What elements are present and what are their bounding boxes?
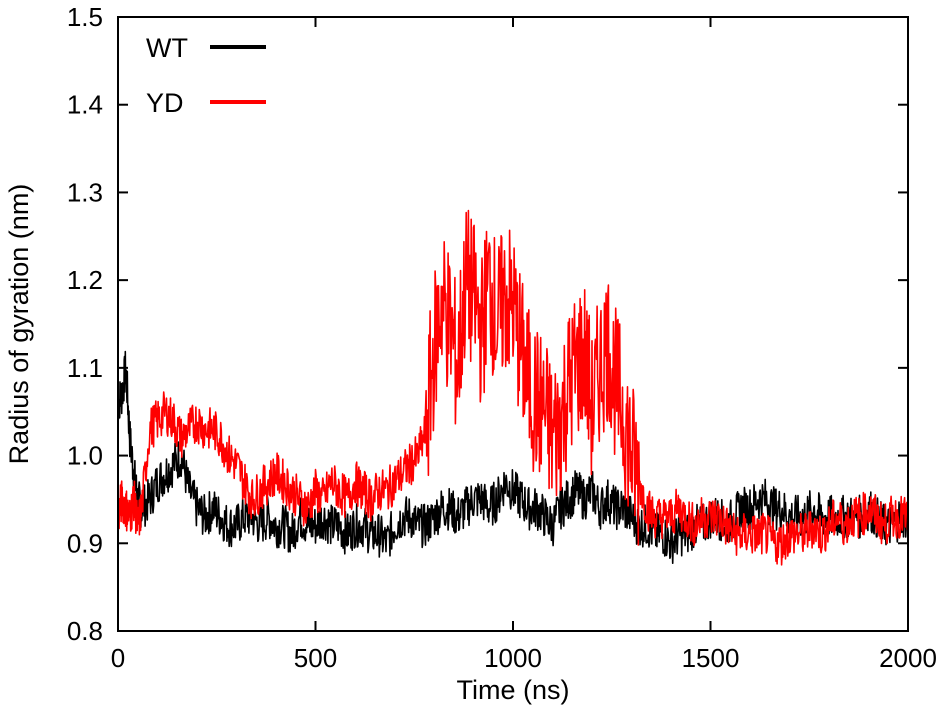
x-tick-label: 1500	[682, 643, 740, 673]
series-layer	[117, 209, 909, 566]
ticks-layer	[117, 16, 909, 632]
y-tick-label: 0.8	[67, 616, 103, 646]
y-tick-label: 1.5	[67, 2, 103, 32]
y-tick-label: 1.2	[67, 265, 103, 295]
y-axis-title: Radius of gyration (nm)	[4, 184, 34, 465]
legend-label-wt: WT	[146, 33, 188, 63]
y-tick-label: 1.4	[67, 90, 103, 120]
series-line-yd	[117, 209, 909, 566]
x-tick-label: 0	[111, 643, 125, 673]
x-tick-label: 2000	[879, 643, 937, 673]
y-tick-label: 1.1	[67, 353, 103, 383]
series-line-wt	[117, 350, 909, 565]
y-tick-label: 1.0	[67, 441, 103, 471]
legend-label-yd: YD	[146, 88, 184, 118]
x-tick-label: 1000	[484, 643, 542, 673]
y-tick-label: 1.3	[67, 177, 103, 207]
x-axis-title: Time (ns)	[457, 675, 570, 705]
tick-labels-layer: 0 500 1000 1500 2000 0.8 0.9 1.0 1.1 1.2 1.3 1.4 1.5	[67, 2, 937, 673]
legend: WT YD	[146, 33, 266, 118]
x-tick-label: 500	[294, 643, 337, 673]
y-tick-label: 0.9	[67, 528, 103, 558]
